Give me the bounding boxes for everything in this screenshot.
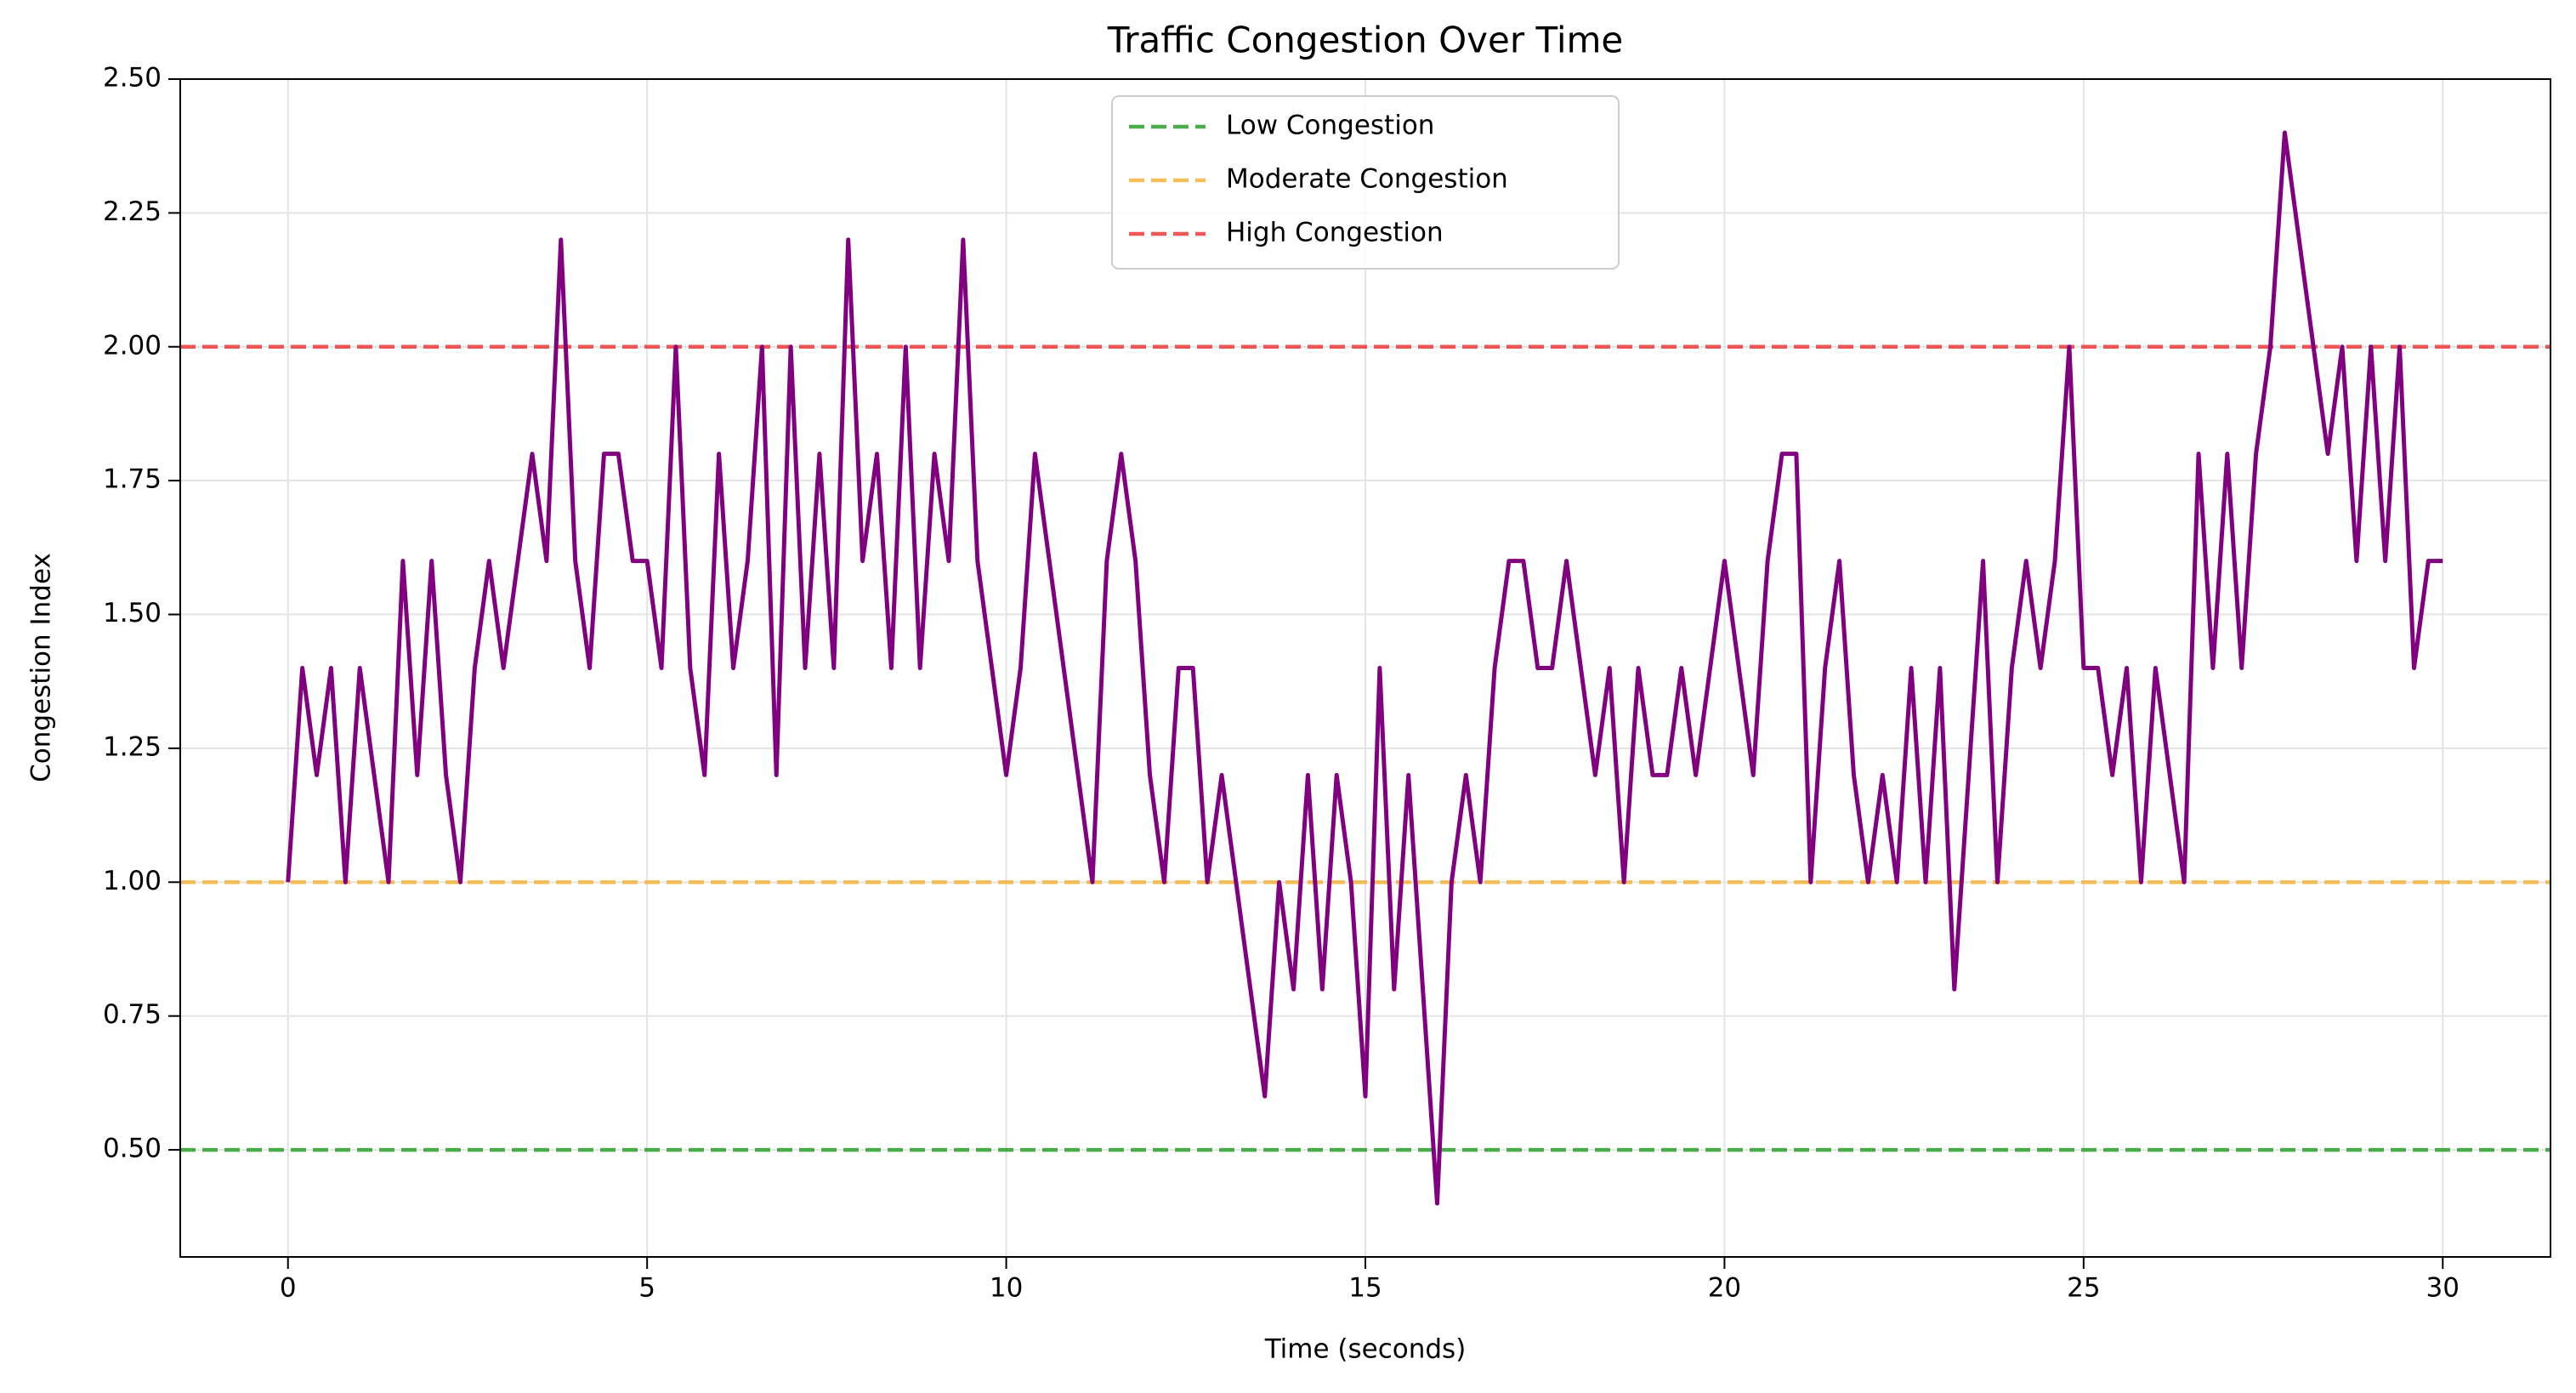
legend-label: Low Congestion <box>1226 111 1434 141</box>
legend: Low Congestion Moderate Congestion High Co… <box>1111 95 1620 270</box>
legend-label: High Congestion <box>1226 218 1444 248</box>
x-tick-label: 15 <box>1348 1273 1382 1304</box>
legend-box <box>1111 95 1620 270</box>
y-tick-label: 0.50 <box>103 1134 162 1164</box>
y-tick-label: 1.00 <box>103 866 162 896</box>
x-tick-label: 30 <box>2426 1273 2460 1304</box>
x-tick-label: 5 <box>638 1273 655 1304</box>
data-line <box>286 130 2443 1206</box>
y-tick-label: 0.75 <box>103 999 162 1030</box>
y-tick-label: 2.50 <box>103 63 162 94</box>
x-axis-label: Time (seconds) <box>1264 1334 1467 1365</box>
plot-frame <box>179 78 2551 1258</box>
y-tick-label: 1.50 <box>103 598 162 628</box>
y-tick-label: 1.25 <box>103 731 162 762</box>
y-tick-label: 1.75 <box>103 464 162 495</box>
legend-label: Moderate Congestion <box>1226 164 1508 195</box>
x-tick-label: 20 <box>1708 1273 1741 1304</box>
y-tick-label: 2.00 <box>103 330 162 361</box>
y-tick-label: 2.25 <box>103 196 162 227</box>
x-tick-label: 25 <box>2067 1273 2100 1304</box>
x-tick-label: 10 <box>990 1273 1023 1304</box>
y-axis-label: Congestion Index <box>26 553 57 782</box>
chart-title: Traffic Congestion Over Time <box>1107 20 1624 61</box>
x-tick-label: 0 <box>280 1273 297 1304</box>
